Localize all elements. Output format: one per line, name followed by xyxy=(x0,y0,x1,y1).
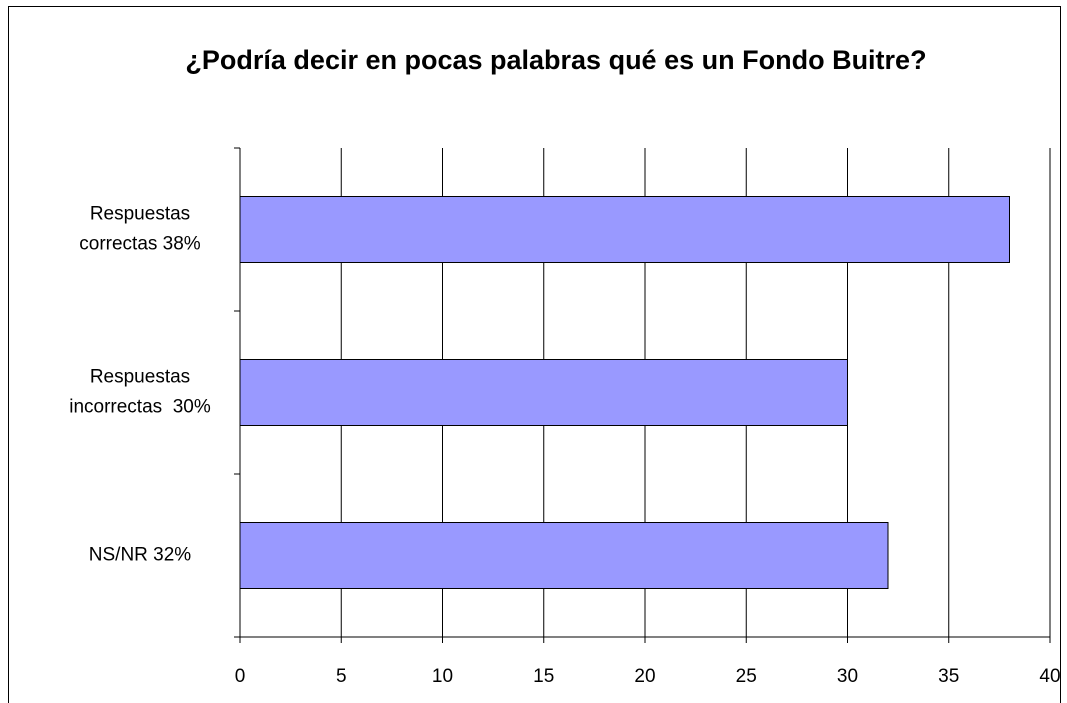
x-tick-label: 40 xyxy=(1039,666,1060,687)
x-tick-label: 0 xyxy=(235,666,246,687)
y-tick-label: Respuestas xyxy=(90,367,190,388)
x-tick-label: 30 xyxy=(837,666,858,687)
x-tick-label: 25 xyxy=(736,666,757,687)
y-tick-label: correctas 38% xyxy=(79,234,201,255)
x-tick-label: 5 xyxy=(336,666,347,687)
chart-frame xyxy=(8,6,1061,703)
y-tick-label: NS/NR 32% xyxy=(89,545,192,566)
bar xyxy=(239,522,889,589)
y-tick-label: Respuestas xyxy=(90,204,190,225)
x-tick-label: 35 xyxy=(938,666,959,687)
bar xyxy=(239,196,1010,263)
bar xyxy=(239,359,848,426)
chart-title: ¿Podría decir en pocas palabras qué es u… xyxy=(185,45,927,75)
x-tick-label: 20 xyxy=(634,666,655,687)
x-tick-label: 15 xyxy=(533,666,554,687)
y-tick-label: incorrectas 30% xyxy=(69,397,211,418)
plot-area: 0 5 10 15 20 25 30 35 40 Respuestas correctas 38% R… xyxy=(69,147,1061,687)
x-tick-label: 10 xyxy=(432,666,453,687)
